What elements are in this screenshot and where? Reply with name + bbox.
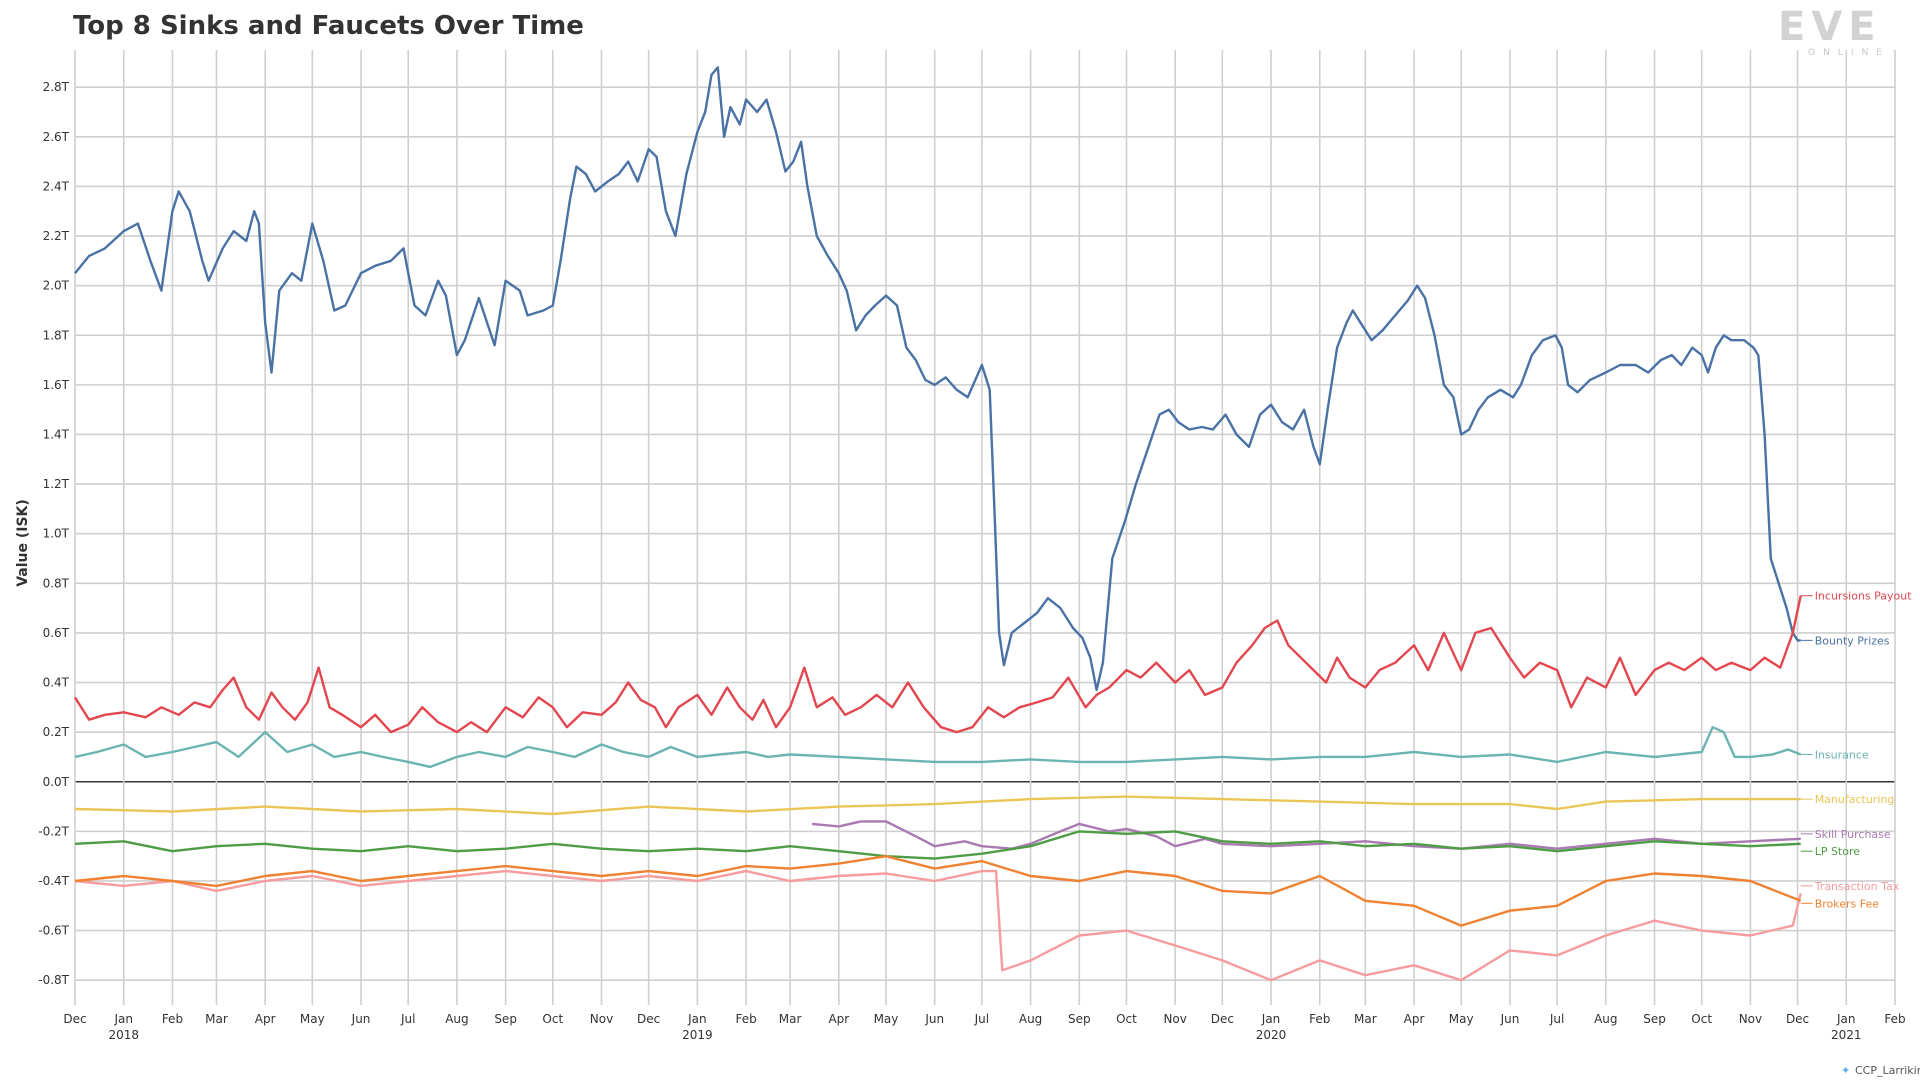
credit: ✦ CCP_Larrikin (1841, 1064, 1920, 1077)
x-tick-label: Jul (974, 1012, 989, 1026)
end-label: Transaction Tax (1814, 880, 1900, 893)
x-tick-label: Jun (924, 1012, 944, 1026)
x-tick-label: Mar (205, 1012, 228, 1026)
x-tick-label: Feb (1309, 1012, 1330, 1026)
series-line-lp-store (74, 830, 1801, 860)
x-tick-year: 2021 (1831, 1028, 1862, 1042)
x-tick-label: Nov (1739, 1012, 1762, 1026)
x-tick-label: May (1449, 1012, 1474, 1026)
brand-logo: EVE ONLINE (1778, 4, 1890, 58)
series-line-incursions-payout (73, 595, 1802, 734)
end-label: Manufacturing (1815, 793, 1895, 806)
x-tick-label: Mar (779, 1012, 802, 1026)
y-tick-label: 0.4T (43, 676, 70, 690)
x-tick-label: Dec (637, 1012, 660, 1026)
y-tick-label: 2.8T (43, 80, 70, 94)
x-tick-label: Jan (1836, 1012, 1856, 1026)
y-tick-label: 1.6T (43, 378, 70, 392)
x-tick-year: 2020 (1256, 1028, 1287, 1042)
series-line-manufacturing (74, 795, 1801, 816)
x-tick-label: Apr (828, 1012, 849, 1026)
x-tick-label: Oct (542, 1012, 563, 1026)
y-tick-label: -0.4T (38, 874, 69, 888)
x-tick-label: Dec (63, 1012, 86, 1026)
y-tick-label: 0.8T (43, 576, 70, 590)
x-tick-label: Sep (494, 1012, 517, 1026)
x-tick-label: Jul (400, 1012, 415, 1026)
x-tick-year: 2018 (108, 1028, 139, 1042)
x-tick-label: May (874, 1012, 899, 1026)
x-tick-label: May (300, 1012, 325, 1026)
end-label: Insurance (1815, 748, 1869, 761)
x-tick-label: Feb (162, 1012, 183, 1026)
y-tick-label: 1.2T (43, 477, 70, 491)
credit-handle: CCP_Larrikin (1855, 1064, 1920, 1077)
y-tick-label: 0.0T (43, 775, 70, 789)
x-tick-label: Jun (351, 1012, 371, 1026)
series-line-brokers-fee (74, 855, 1802, 927)
x-tick-label: Apr (255, 1012, 276, 1026)
x-tick-label: Feb (735, 1012, 756, 1026)
series-lines (73, 66, 1802, 982)
x-tick-label: Sep (1643, 1012, 1666, 1026)
x-tick-label: Nov (1163, 1012, 1186, 1026)
eve-logo-subtext: ONLINE (1808, 48, 1890, 58)
x-tick-label: Aug (1019, 1012, 1042, 1026)
x-tick-label: Aug (1594, 1012, 1617, 1026)
x-tick-label: Jan (113, 1012, 133, 1026)
y-tick-label: 2.6T (43, 130, 70, 144)
end-label: Skill Purchase (1815, 828, 1891, 841)
y-tick-label: 0.2T (43, 725, 70, 739)
x-tick-label: Aug (445, 1012, 468, 1026)
x-tick-label: Oct (1691, 1012, 1712, 1026)
y-tick-label: 2.2T (43, 229, 70, 243)
eve-logo-text: EVE (1778, 4, 1882, 50)
x-tick-label: Jan (1261, 1012, 1281, 1026)
y-axis-ticks: 2.8T 2.6T 2.4T 2.2T 2.0T 1.8T 1.6T 1.4T 1.2T 1.0T… (38, 80, 69, 987)
x-tick-label: Jan (687, 1012, 707, 1026)
series-line-skill-purchase (811, 820, 1801, 850)
series-line-transaction-tax (74, 869, 1802, 982)
y-tick-label: 0.6T (43, 626, 70, 640)
twitter-bird-icon: ✦ (1841, 1064, 1850, 1077)
y-tick-label: -0.6T (38, 924, 69, 938)
chart-title: Top 8 Sinks and Faucets Over Time (73, 11, 584, 41)
x-tick-label: Dec (1211, 1012, 1234, 1026)
end-label: Bounty Prizes (1815, 634, 1890, 647)
series-end-labels: Incursions Payout Bounty Prizes Insurance M… (1800, 590, 1913, 910)
x-tick-year: 2019 (682, 1028, 713, 1042)
x-tick-label: Jul (1549, 1012, 1564, 1026)
x-tick-label: Nov (590, 1012, 613, 1026)
series-line-bounty-prizes (74, 66, 1801, 692)
x-tick-label: Sep (1068, 1012, 1091, 1026)
y-tick-label: 1.4T (43, 427, 70, 441)
x-tick-label: Mar (1354, 1012, 1377, 1026)
end-label: Brokers Fee (1815, 897, 1880, 910)
x-tick-label: Jun (1500, 1012, 1520, 1026)
x-tick-label: Oct (1116, 1012, 1137, 1026)
x-tick-label: Dec (1786, 1012, 1809, 1026)
x-tick-label: Feb (1884, 1012, 1905, 1026)
y-tick-label: -0.8T (38, 973, 69, 987)
y-tick-label: 2.4T (43, 179, 70, 193)
y-tick-label: 2.0T (43, 279, 70, 293)
end-label: Incursions Payout (1815, 590, 1913, 603)
y-tick-label: 1.8T (43, 328, 70, 342)
x-tick-label: Apr (1404, 1012, 1425, 1026)
y-tick-label: -0.2T (38, 824, 69, 838)
y-tick-label: 1.0T (43, 527, 70, 541)
x-axis-ticks: Dec Jan 2018 Feb Mar Apr May Jun Jul Aug Sep Oct Nov… (63, 1012, 1905, 1042)
y-axis-label: Value (ISK) (15, 499, 31, 587)
series-line-insurance (74, 726, 1802, 769)
end-label: LP Store (1815, 845, 1861, 858)
